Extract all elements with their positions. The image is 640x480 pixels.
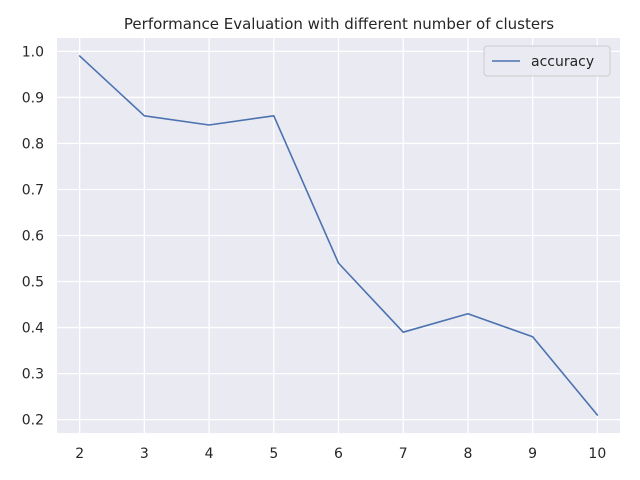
x-tick-label-3: 3 — [140, 446, 149, 462]
x-tick-label-10: 10 — [588, 446, 606, 462]
legend-label-accuracy: accuracy — [531, 54, 594, 70]
y-tick-label-0_3: 0.3 — [22, 367, 44, 383]
y-tick-label-0_8: 0.8 — [22, 136, 44, 152]
x-tick-label-7: 7 — [399, 446, 408, 462]
legend-box — [483, 45, 611, 77]
x-tick-label-4: 4 — [205, 446, 214, 462]
y-tick-label-0_6: 0.6 — [22, 229, 44, 245]
x-tick-label-2: 2 — [75, 446, 84, 462]
y-tick-label-0_5: 0.5 — [22, 275, 44, 291]
tick-labels: 2 3 4 5 6 7 8 9 10 0.2 0.3 0.4 0.5 0.6 0.7 0.8 0.9 1.0 — [22, 44, 607, 462]
y-tick-label-0_2: 0.2 — [22, 413, 44, 429]
series-layer — [78, 55, 599, 416]
x-tick-label-8: 8 — [463, 446, 472, 462]
y-tick-label-1_0: 1.0 — [22, 44, 44, 60]
x-tick-label-6: 6 — [334, 446, 343, 462]
x-tick-label-9: 9 — [528, 446, 537, 462]
y-tick-label-0_9: 0.9 — [22, 90, 44, 106]
chart-title: Performance Evaluation with different nu… — [124, 15, 554, 33]
legend: accuracy — [483, 45, 611, 77]
y-tick-label-0_7: 0.7 — [22, 182, 44, 198]
grid-lines — [57, 38, 620, 433]
x-tick-label-5: 5 — [269, 446, 278, 462]
y-tick-label-0_4: 0.4 — [22, 321, 44, 337]
